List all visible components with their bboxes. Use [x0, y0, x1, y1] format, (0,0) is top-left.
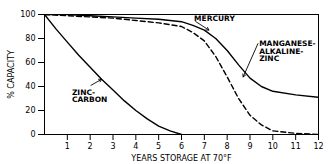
svg-text:3: 3 [110, 142, 115, 151]
svg-text:60: 60 [25, 58, 35, 67]
svg-text:6: 6 [179, 142, 184, 151]
svg-text:MERCURY: MERCURY [194, 14, 235, 23]
svg-text:% CAPACITY: % CAPACITY [7, 50, 16, 99]
svg-text:MANGANESE-ALKALINE-ZINC: MANGANESE-ALKALINE-ZINC [259, 39, 316, 63]
svg-text:20: 20 [25, 106, 35, 115]
svg-text:10: 10 [268, 142, 278, 151]
svg-text:2: 2 [88, 142, 93, 151]
svg-text:1: 1 [65, 142, 70, 151]
svg-text:0: 0 [30, 130, 35, 139]
svg-text:40: 40 [25, 82, 35, 91]
svg-text:ZINC-CARBON: ZINC-CARBON [72, 88, 107, 105]
svg-text:100: 100 [20, 10, 35, 19]
svg-text:11: 11 [291, 142, 301, 151]
svg-text:12: 12 [313, 142, 323, 151]
svg-text:8: 8 [225, 142, 230, 151]
svg-text:YEARS STORAGE AT 70°F: YEARS STORAGE AT 70°F [130, 154, 232, 163]
svg-text:80: 80 [25, 34, 35, 43]
svg-text:5: 5 [156, 142, 161, 151]
svg-text:7: 7 [202, 142, 207, 151]
svg-text:4: 4 [133, 142, 138, 151]
svg-text:9: 9 [247, 142, 252, 151]
